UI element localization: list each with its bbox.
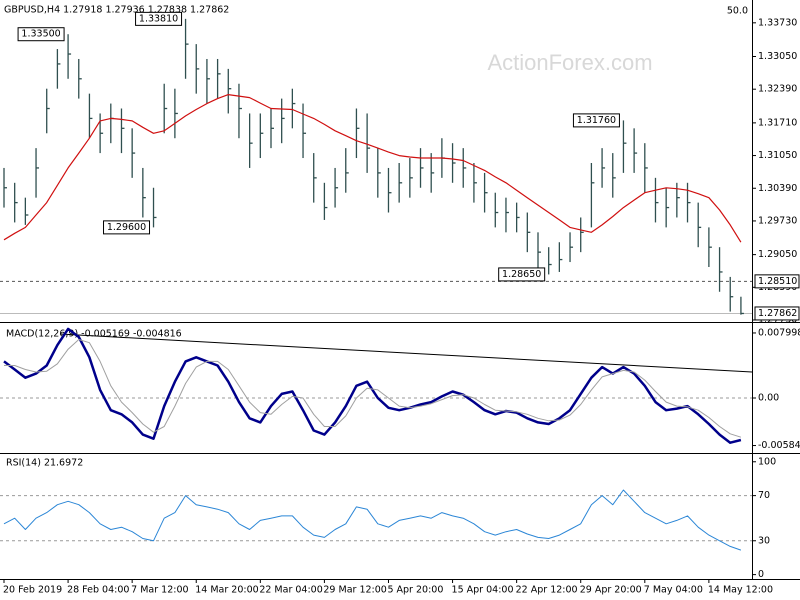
annotation-label: 1.28650 [502,269,541,280]
series-line [3,489,742,551]
annotation-box [135,11,183,26]
y-tick-label: 0.007998 [758,327,800,338]
x-tick-label: 28 Feb 04:00 [67,585,129,596]
y-tick-label: 1.32390 [758,84,797,95]
y-tick-label: 30 [758,535,770,546]
annotation-box [572,113,620,128]
x-tick-label: 7 Mar 12:00 [131,585,188,596]
x-tick-label: 20 Feb 2019 [3,585,62,596]
annotation-box [498,267,546,282]
series-line [4,339,742,438]
price-title: GBPUSD,H4 1.27918 1.27936 1.27838 1.2786… [4,5,229,16]
rsi-title: RSI(14) 21.6972 [6,458,83,469]
y-tick-label: 1.31710 [758,117,797,128]
y-tick-label: 1.29050 [758,249,797,260]
x-tick-label: 14 Mar 20:00 [195,585,258,596]
x-tick-label: 7 May 04:00 [644,585,703,596]
annotation-label: 1.33500 [21,29,60,40]
x-tick-label: 22 Apr 12:00 [516,585,578,596]
annotation-box [17,27,65,42]
annotation-label: 1.33810 [139,13,178,24]
annotation-label: 1.29600 [107,222,146,233]
x-tick-label: 22 Mar 04:00 [259,585,322,596]
series-line [3,93,742,243]
y-tick-label: -0.005846 [758,440,800,451]
watermark: ActionForex.com [487,50,652,75]
x-tick-label: 5 Apr 20:00 [387,585,443,596]
annotation-box [103,220,151,235]
price-box [754,274,800,289]
y-tick-label: 0.00 [758,393,779,404]
y-tick-label: 1.30390 [758,183,797,194]
y-tick-label: 1.33730 [758,17,797,28]
scale-label: 50.0 [727,6,748,17]
trend-line [59,333,753,373]
x-tick-label: 29 Mar 12:00 [323,585,386,596]
x-tick-label: 15 Apr 04:00 [452,585,514,596]
y-tick-label: 70 [758,490,770,501]
x-tick-label: 29 Apr 20:00 [580,585,642,596]
annotation-label: 1.31760 [577,115,616,126]
price-box [754,306,800,321]
macd-title: MACD(12,26,9) -0.005169 -0.004816 [6,329,182,340]
y-tick-label: 1.29730 [758,215,797,226]
price-box-label: 1.27862 [758,308,797,319]
y-tick-label: 1.33050 [758,51,797,62]
y-tick-label: 0 [758,569,764,580]
price-box-label: 1.28510 [758,276,797,287]
y-tick-label: 100 [758,456,776,467]
x-tick-label: 14 May 12:00 [708,585,773,596]
series-line [3,327,742,444]
y-tick-label: 1.31050 [758,150,797,161]
